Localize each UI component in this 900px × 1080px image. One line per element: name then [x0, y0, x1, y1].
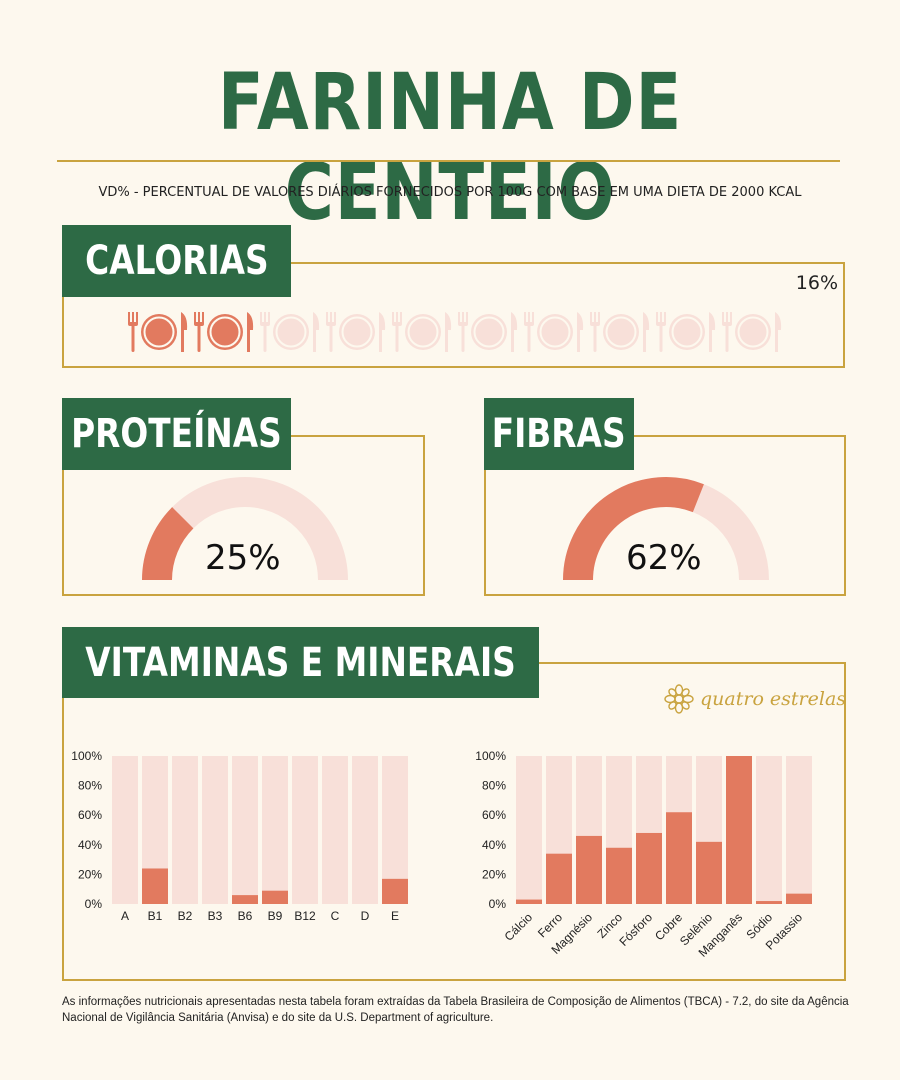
vitamins-bar-chart: 0% 20% 40% 60% 80% 100% A B1 B2 B3 B6 B9 B12 C D E: [71, 749, 408, 923]
bar: [636, 832, 662, 904]
bar-background: [322, 756, 348, 904]
y-tick-label: 0%: [85, 897, 103, 911]
bar-background: [786, 756, 812, 904]
plate-cutlery-icon: [722, 312, 782, 352]
proteins-header: PROTEÍNAS: [62, 398, 291, 470]
bar-background: [232, 756, 258, 904]
title-divider: [57, 160, 840, 162]
page-title: FARINHA DE CENTEIO: [217, 58, 683, 238]
y-tick-label: 0%: [489, 897, 507, 911]
plate-cutlery-icon: [656, 312, 716, 352]
bar: [606, 847, 632, 904]
bar-background: [292, 756, 318, 904]
bar: [726, 756, 752, 904]
y-tick-label: 60%: [482, 808, 506, 822]
y-tick-label: 60%: [78, 808, 102, 822]
calories-label: CALORIAS: [84, 238, 269, 284]
plate-cutlery-icon: [524, 312, 584, 352]
y-tick-label: 40%: [78, 838, 102, 852]
plate-cutlery-icon: [194, 312, 254, 352]
y-tick-label: 20%: [78, 867, 102, 881]
calories-panel: [62, 262, 845, 368]
x-tick-label: A: [121, 909, 129, 923]
gauge-fill: [563, 477, 704, 581]
bar: [232, 895, 258, 904]
gauge-fill: [142, 507, 194, 581]
plate-cutlery-icon: [326, 312, 386, 352]
proteins-percent: 25%: [205, 538, 281, 578]
bar: [756, 901, 782, 904]
source-footnote: As informações nutricionais apresentadas…: [62, 996, 849, 1024]
calories-icon-row: [128, 312, 782, 352]
bar: [262, 890, 288, 904]
calories-header: CALORIAS: [62, 225, 291, 297]
bar: [786, 893, 812, 904]
proteins-gauge: [142, 477, 348, 581]
y-tick-label: 100%: [71, 749, 102, 763]
bar: [666, 812, 692, 904]
fibers-gauge: [563, 477, 769, 581]
plate-cutlery-icon: [392, 312, 452, 352]
x-tick-label: B3: [208, 909, 223, 923]
x-tick-label: B9: [268, 909, 283, 923]
bar-background: [202, 756, 228, 904]
bar: [576, 835, 602, 904]
bar-background: [112, 756, 138, 904]
plate-cutlery-icon: [590, 312, 650, 352]
bar-background: [262, 756, 288, 904]
y-tick-label: 40%: [482, 838, 506, 852]
x-tick-label: B6: [238, 909, 253, 923]
x-tick-label: C: [331, 909, 340, 923]
bar-background: [172, 756, 198, 904]
brand-logo: quatro estrelas: [664, 684, 846, 714]
x-tick-label: E: [391, 909, 399, 923]
proteins-label: PROTEÍNAS: [71, 411, 282, 457]
x-tick-label: B12: [294, 909, 316, 923]
y-tick-label: 20%: [482, 867, 506, 881]
vitamins-minerals-label: VITAMINAS E MINERAIS: [85, 639, 516, 686]
bar-background: [756, 756, 782, 904]
fibers-label: FIBRAS: [492, 411, 626, 457]
bar-background: [516, 756, 542, 904]
x-tick-label: D: [361, 909, 370, 923]
plate-cutlery-icon: [458, 312, 518, 352]
plate-cutlery-icon: [128, 312, 188, 352]
bar: [696, 841, 722, 904]
y-tick-label: 80%: [78, 779, 102, 793]
plate-cutlery-icon: [260, 312, 320, 352]
brand-logo-text: quatro estrelas: [700, 688, 847, 710]
bar-background: [352, 756, 378, 904]
bar: [142, 868, 168, 904]
x-tick-label: Cálcio: [502, 910, 536, 944]
calories-percent: 16%: [795, 272, 838, 294]
bar: [516, 899, 542, 904]
bar: [546, 853, 572, 904]
flower-logo-icon: [664, 684, 694, 714]
x-tick-label: B2: [178, 909, 193, 923]
x-tick-label: Fósforo: [616, 910, 655, 949]
fibers-header: FIBRAS: [484, 398, 634, 470]
subtitle: VD% - PERCENTUAL DE VALORES DIÁRIOS FORN…: [98, 185, 802, 200]
fibers-panel: [484, 435, 846, 596]
y-tick-label: 100%: [475, 749, 506, 763]
vitamins-minerals-header: VITAMINAS E MINERAIS: [62, 627, 539, 698]
bar: [382, 878, 408, 904]
x-tick-label: B1: [148, 909, 163, 923]
y-tick-label: 80%: [482, 779, 506, 793]
fibers-percent: 62%: [626, 538, 702, 578]
